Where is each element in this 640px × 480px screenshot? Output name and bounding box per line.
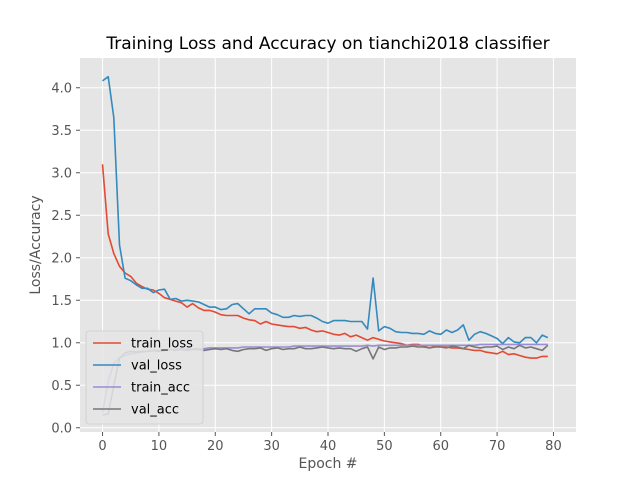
y-tick-label: 1.5 [51,294,72,309]
legend-label-val-loss: val_loss [131,359,182,374]
x-tick-label: 50 [376,439,393,454]
x-tick-label: 60 [432,439,449,454]
y-tick-label: 4.0 [51,81,72,96]
y-tick-label: 3.5 [51,124,72,139]
legend-label-train-loss: train_loss [131,337,193,352]
x-tick-label: 30 [263,439,280,454]
x-tick-label: 40 [320,439,337,454]
x-tick-label: 80 [545,439,562,454]
x-tick-label: 20 [207,439,224,454]
x-tick-label: 0 [98,439,106,454]
legend-box [85,330,204,425]
y-tick-label: 3.0 [51,166,72,181]
y-tick-label: 1.0 [51,336,72,351]
x-axis-ticks: 0 10 20 30 40 50 60 70 80 [98,432,562,454]
y-axis-label: Loss/Accuracy [28,195,44,294]
legend-label-val-acc: val_acc [131,403,179,418]
legend: train_loss val_loss train_acc val_acc [85,330,204,425]
y-tick-label: 0.0 [51,421,72,436]
x-axis-label: Epoch # [298,456,357,472]
series-line-val-loss [102,75,549,345]
y-tick-label: 0.5 [51,379,72,394]
chart-title: Training Loss and Accuracy on tianchi201… [105,34,549,54]
y-tick-label: 2.5 [51,209,72,224]
y-tick-label: 2.0 [51,251,72,266]
x-tick-label: 70 [489,439,506,454]
y-axis-ticks: 0.0 0.5 1.0 1.5 2.0 2.5 3.0 3.5 4.0 [51,81,80,436]
series-line-train-loss [101,164,548,359]
legend-label-train-acc: train_acc [131,381,190,396]
x-tick-label: 10 [151,439,168,454]
grid-lines [80,58,576,432]
